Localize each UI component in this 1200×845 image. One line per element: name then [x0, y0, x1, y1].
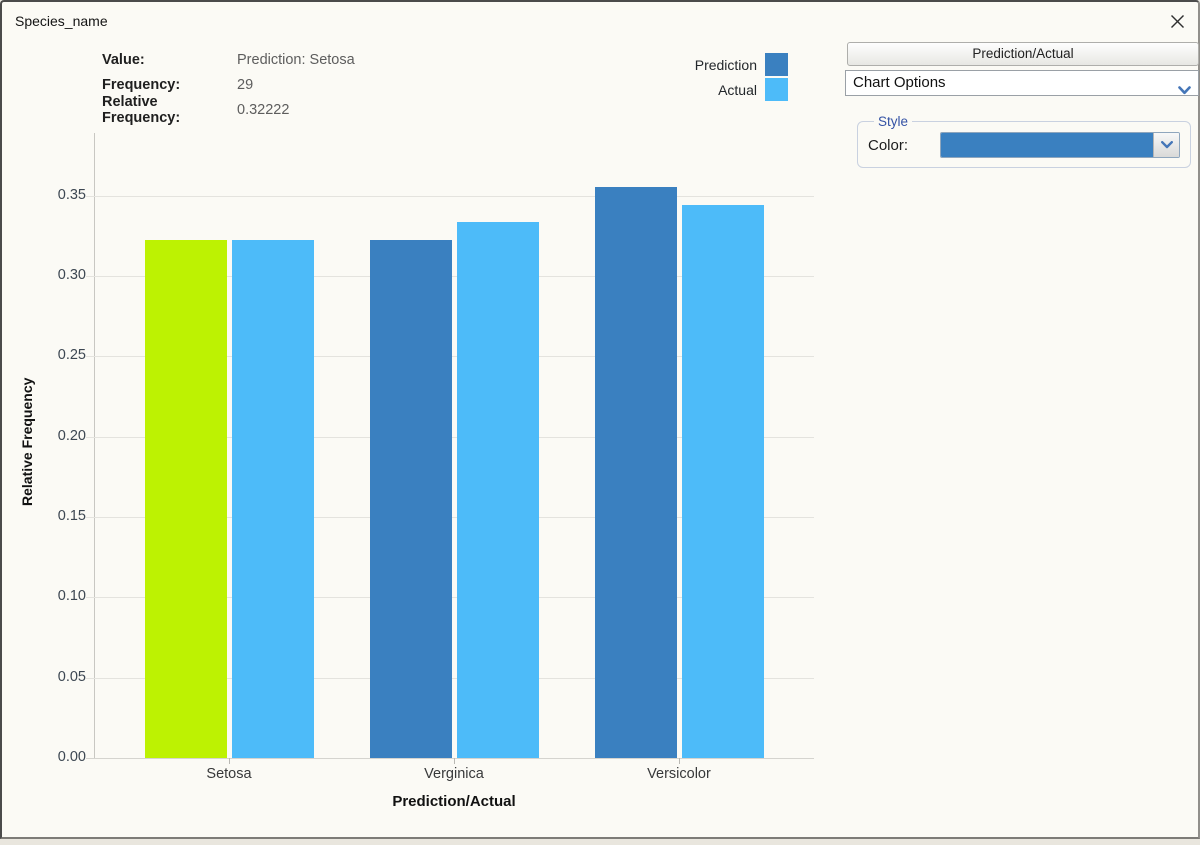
x-tick	[454, 758, 455, 764]
gridline-y-0.35	[86, 196, 814, 197]
y-tick-label: 0.10	[32, 588, 86, 604]
color-label: Color:	[868, 137, 940, 154]
legend-item-actual: Actual	[622, 78, 788, 101]
legend-item-prediction: Prediction	[622, 53, 788, 76]
chart-plot-area: 0.350.300.250.200.150.100.050.00SetosaVe…	[94, 133, 814, 758]
info-row-relative-frequency: Relative Frequency: 0.32222	[102, 97, 355, 122]
info-label: Value:	[102, 52, 237, 68]
close-icon[interactable]	[1166, 10, 1188, 32]
y-tick-label: 0.15	[32, 508, 86, 524]
x-axis-title: Prediction/Actual	[94, 793, 814, 810]
legend-label: Actual	[718, 82, 757, 98]
prediction-actual-button[interactable]: Prediction/Actual	[847, 42, 1199, 66]
info-row-value: Value: Prediction: Setosa	[102, 47, 355, 72]
style-group-label: Style	[874, 114, 912, 129]
hover-info-panel: Value: Prediction: Setosa Frequency: 29 …	[102, 47, 355, 122]
y-tick-label: 0.00	[32, 749, 86, 765]
y-tick-label: 0.30	[32, 267, 86, 283]
info-label: Frequency:	[102, 77, 237, 93]
chevron-down-icon	[1178, 79, 1191, 103]
y-tick-label: 0.25	[32, 347, 86, 363]
bar-setosa-actual[interactable]	[232, 240, 314, 758]
legend-label: Prediction	[695, 57, 757, 73]
style-group: Style Color:	[857, 114, 1191, 168]
info-label: Relative Frequency:	[102, 94, 237, 126]
color-dropdown-button[interactable]	[1153, 133, 1179, 157]
x-tick	[229, 758, 230, 764]
y-tick-label: 0.35	[32, 187, 86, 203]
category-label-setosa: Setosa	[169, 766, 289, 782]
bar-verginica-prediction[interactable]	[370, 240, 452, 758]
info-value: 29	[237, 77, 253, 93]
bar-verginica-actual[interactable]	[457, 222, 539, 758]
legend-swatch-prediction	[765, 53, 788, 76]
chart-window: Species_name Value: Prediction: Setosa F…	[0, 0, 1200, 839]
background-window-edge	[0, 839, 1200, 845]
y-axis-line	[94, 133, 95, 758]
window-title: Species_name	[15, 13, 108, 29]
info-value: Prediction: Setosa	[237, 52, 355, 68]
color-dropdown[interactable]	[940, 132, 1180, 158]
chart-options-dropdown[interactable]: Chart Options	[845, 70, 1199, 96]
category-label-versicolor: Versicolor	[619, 766, 739, 782]
chart-legend: Prediction Actual	[622, 53, 788, 103]
y-tick-label: 0.20	[32, 428, 86, 444]
color-swatch	[941, 133, 1153, 157]
bar-versicolor-actual[interactable]	[682, 205, 764, 758]
gridline-y-0.00	[86, 758, 814, 759]
chart-options-value: Chart Options	[853, 74, 946, 91]
y-tick-label: 0.05	[32, 669, 86, 685]
info-value: 0.32222	[237, 102, 289, 118]
bar-versicolor-prediction[interactable]	[595, 187, 677, 758]
category-label-verginica: Verginica	[394, 766, 514, 782]
legend-swatch-actual	[765, 78, 788, 101]
x-tick	[679, 758, 680, 764]
bar-setosa-prediction-highlighted[interactable]	[145, 240, 227, 758]
